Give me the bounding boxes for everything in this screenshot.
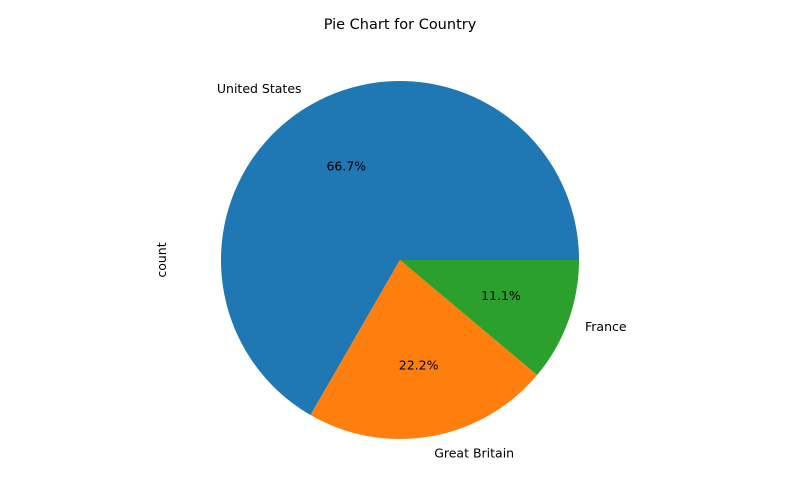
slice-percent-great-britain: 22.2% (399, 357, 439, 372)
pie-slice-united-states (221, 80, 579, 416)
y-axis-label: count (154, 242, 169, 277)
slice-label-united-states: United States (217, 81, 302, 96)
chart-title: Pie Chart for Country (324, 17, 477, 33)
slice-label-great-britain: Great Britain (434, 445, 514, 460)
slice-percent-france: 11.1% (481, 288, 521, 303)
pie-labels: United States 66.7% Great Britain 22.2% Fran… (217, 81, 627, 460)
pie-slice-great-britain (310, 260, 538, 439)
slice-label-france: France (585, 319, 627, 334)
pie-slices (221, 80, 579, 439)
slice-percent-united-states: 66.7% (326, 158, 366, 173)
pie-slice-france (400, 260, 579, 376)
